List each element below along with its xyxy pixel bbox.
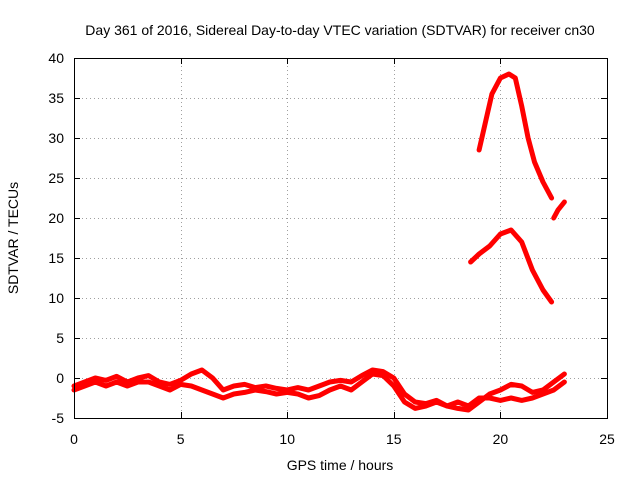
series-line-low-track-b bbox=[71, 371, 567, 411]
series-layer bbox=[71, 71, 567, 413]
series-line-tail-track bbox=[551, 199, 567, 221]
series-line-mid-track bbox=[468, 227, 555, 305]
tick-label-layer: 0 5 10 15 20 25 -5 0 5 10 15 20 25 30 35 40 bbox=[48, 50, 615, 447]
tick-layer bbox=[74, 58, 608, 419]
y-tick-label: 30 bbox=[48, 130, 64, 146]
x-tick-label: 10 bbox=[279, 431, 295, 447]
plot-frame bbox=[74, 58, 608, 419]
y-tick-label: 0 bbox=[56, 370, 64, 386]
y-tick-label: 20 bbox=[48, 210, 64, 226]
y-tick-label: 15 bbox=[48, 250, 64, 266]
y-axis-label: SDTVAR / TECUs bbox=[5, 182, 21, 294]
y-tick-label: -5 bbox=[52, 410, 65, 426]
x-tick-label: 20 bbox=[493, 431, 509, 447]
y-tick-label: 5 bbox=[56, 330, 64, 346]
x-tick-label: 0 bbox=[70, 431, 78, 447]
y-tick-label: 25 bbox=[48, 170, 64, 186]
grid-layer bbox=[74, 58, 607, 418]
chart-title: Day 361 of 2016, Sidereal Day-to-day VTE… bbox=[85, 22, 595, 38]
y-tick-label: 35 bbox=[48, 90, 64, 106]
y-tick-label: 10 bbox=[48, 290, 64, 306]
x-tick-label: 5 bbox=[177, 431, 185, 447]
series-line-high-track bbox=[476, 71, 555, 201]
x-tick-label: 15 bbox=[386, 431, 402, 447]
y-tick-label: 40 bbox=[48, 50, 64, 66]
x-tick-label: 25 bbox=[599, 431, 615, 447]
x-axis-label: GPS time / hours bbox=[287, 457, 394, 473]
